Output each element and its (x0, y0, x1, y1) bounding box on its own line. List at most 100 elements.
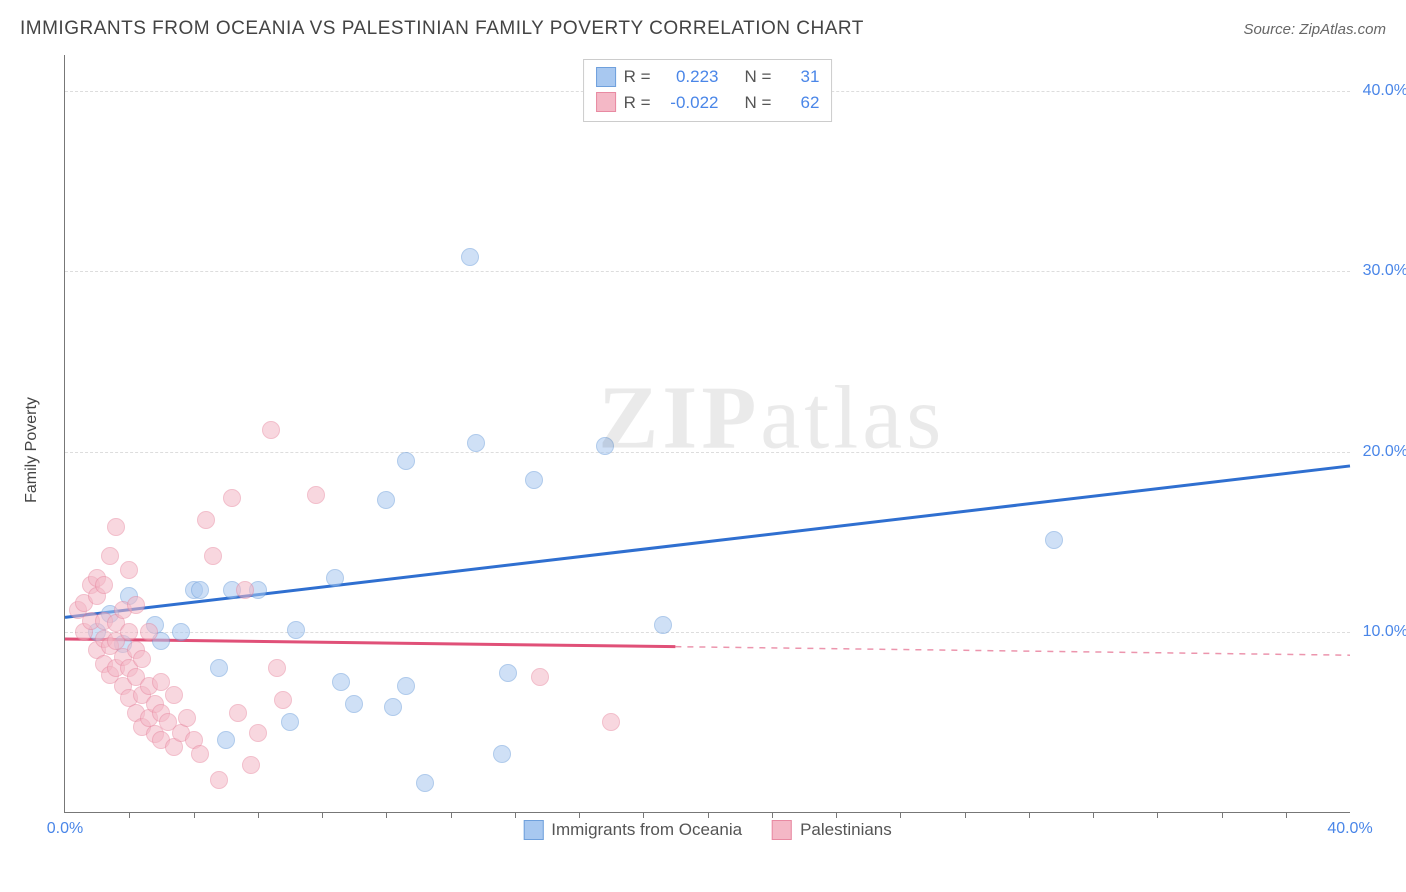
n-label: N = (745, 90, 772, 116)
chart-container: Family Poverty ZIPatlas R = 0.223 N = 31… (40, 55, 1390, 845)
y-tick-label: 40.0% (1363, 82, 1406, 100)
gridline (65, 632, 1350, 633)
data-point-palestinians (307, 486, 325, 504)
x-tick (900, 812, 901, 818)
data-point-oceania (377, 491, 395, 509)
x-tick (451, 812, 452, 818)
data-point-palestinians (120, 561, 138, 579)
data-point-palestinians (127, 596, 145, 614)
x-tick (194, 812, 195, 818)
data-point-palestinians (197, 511, 215, 529)
data-point-oceania (461, 248, 479, 266)
data-point-palestinians (133, 650, 151, 668)
data-point-palestinians (140, 623, 158, 641)
data-point-oceania (493, 745, 511, 763)
data-point-oceania (281, 713, 299, 731)
data-point-palestinians (249, 724, 267, 742)
data-point-oceania (467, 434, 485, 452)
legend-swatch-palestinians (596, 92, 616, 112)
data-point-palestinians (101, 547, 119, 565)
data-point-palestinians (178, 709, 196, 727)
x-tick (386, 812, 387, 818)
legend-item-palestinians: Palestinians (772, 820, 892, 840)
chart-title: IMMIGRANTS FROM OCEANIA VS PALESTINIAN F… (20, 18, 864, 40)
n-label: N = (745, 64, 772, 90)
r-label: R = (624, 64, 651, 90)
data-point-palestinians (120, 623, 138, 641)
data-point-oceania (416, 774, 434, 792)
data-point-oceania (326, 569, 344, 587)
data-point-palestinians (191, 745, 209, 763)
x-tick (643, 812, 644, 818)
r-label: R = (624, 90, 651, 116)
source-attribution: Source: ZipAtlas.com (1243, 21, 1386, 38)
data-point-palestinians (165, 686, 183, 704)
legend-stats-row: R = -0.022 N = 62 (596, 90, 820, 116)
legend-item-oceania: Immigrants from Oceania (523, 820, 742, 840)
data-point-oceania (345, 695, 363, 713)
y-tick-label: 30.0% (1363, 262, 1406, 280)
gridline (65, 271, 1350, 272)
x-tick (515, 812, 516, 818)
x-tick-label: 40.0% (1327, 820, 1372, 838)
legend-bottom: Immigrants from Oceania Palestinians (523, 820, 892, 840)
data-point-palestinians (210, 771, 228, 789)
legend-stats-box: R = 0.223 N = 31 R = -0.022 N = 62 (583, 59, 833, 122)
r-value-palestinians: -0.022 (659, 90, 719, 116)
data-point-palestinians (602, 713, 620, 731)
data-point-oceania (217, 731, 235, 749)
data-point-oceania (384, 698, 402, 716)
data-point-oceania (397, 677, 415, 695)
data-point-oceania (332, 673, 350, 691)
data-point-oceania (397, 452, 415, 470)
data-point-palestinians (262, 421, 280, 439)
x-tick (1029, 812, 1030, 818)
data-point-palestinians (204, 547, 222, 565)
legend-label-oceania: Immigrants from Oceania (551, 820, 742, 840)
data-point-oceania (210, 659, 228, 677)
legend-swatch-oceania (523, 820, 543, 840)
data-point-palestinians (229, 704, 247, 722)
x-tick (1157, 812, 1158, 818)
x-tick (129, 812, 130, 818)
plot-area: ZIPatlas R = 0.223 N = 31 R = -0.022 N =… (64, 55, 1350, 813)
y-tick-label: 20.0% (1363, 443, 1406, 461)
data-point-palestinians (242, 756, 260, 774)
data-point-oceania (499, 664, 517, 682)
x-tick (965, 812, 966, 818)
y-tick-label: 10.0% (1363, 623, 1406, 641)
x-tick-label: 0.0% (47, 820, 83, 838)
data-point-oceania (287, 621, 305, 639)
legend-swatch-palestinians (772, 820, 792, 840)
x-tick (579, 812, 580, 818)
r-value-oceania: 0.223 (659, 64, 719, 90)
data-point-oceania (654, 616, 672, 634)
x-tick (1286, 812, 1287, 818)
data-point-palestinians (236, 581, 254, 599)
x-tick (258, 812, 259, 818)
data-point-oceania (172, 623, 190, 641)
x-tick (322, 812, 323, 818)
data-point-palestinians (531, 668, 549, 686)
data-point-palestinians (274, 691, 292, 709)
n-value-palestinians: 62 (779, 90, 819, 116)
data-point-oceania (1045, 531, 1063, 549)
legend-label-palestinians: Palestinians (800, 820, 892, 840)
x-tick (1222, 812, 1223, 818)
data-point-oceania (191, 581, 209, 599)
data-point-oceania (525, 471, 543, 489)
y-axis-label: Family Poverty (23, 397, 41, 503)
n-value-oceania: 31 (779, 64, 819, 90)
gridline (65, 452, 1350, 453)
x-tick (772, 812, 773, 818)
watermark: ZIPatlas (598, 367, 945, 470)
data-point-palestinians (95, 576, 113, 594)
trend-line-palestinians-ext (675, 647, 1350, 656)
trend-lines-layer (65, 55, 1350, 812)
x-tick (708, 812, 709, 818)
legend-stats-row: R = 0.223 N = 31 (596, 64, 820, 90)
legend-swatch-oceania (596, 67, 616, 87)
x-tick (1093, 812, 1094, 818)
data-point-palestinians (268, 659, 286, 677)
data-point-palestinians (223, 489, 241, 507)
